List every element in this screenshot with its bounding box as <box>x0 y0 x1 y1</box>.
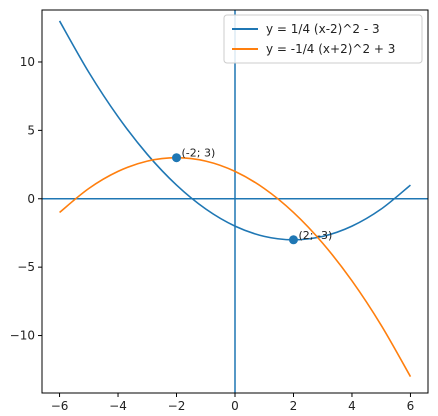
x-tick-label: 4 <box>348 399 356 413</box>
axis-lines <box>42 10 428 393</box>
point-marker-2 <box>288 235 298 245</box>
legend-label-2: y = -1/4 (x+2)^2 + 3 <box>266 42 395 56</box>
y-tick-label: 0 <box>27 192 35 206</box>
series-line-1 <box>58 20 411 241</box>
series-layer <box>58 20 412 377</box>
legend-label-1: y = 1/4 (x-2)^2 - 3 <box>266 22 380 36</box>
point-label-1: (-2; 3) <box>182 147 216 160</box>
points-layer: (-2; 3) (2; -3) <box>172 147 332 245</box>
y-tick-label: −5 <box>17 260 35 274</box>
y-tick-label: −10 <box>10 329 35 343</box>
legend: y = 1/4 (x-2)^2 - 3 y = -1/4 (x+2)^2 + 3 <box>223 14 423 64</box>
x-tick-label: 0 <box>231 399 239 413</box>
y-axis-ticks: 10 5 0 −5 −10 <box>10 55 42 343</box>
x-tick-label: −6 <box>51 399 69 413</box>
x-tick-label: 6 <box>407 399 415 413</box>
x-tick-label: −2 <box>168 399 186 413</box>
x-tick-label: −4 <box>109 399 127 413</box>
x-tick-label: 2 <box>290 399 298 413</box>
y-tick-label: 5 <box>27 123 35 137</box>
series-line-2 <box>59 156 412 377</box>
y-tick-label: 10 <box>20 55 35 69</box>
x-axis-ticks: −6 −4 −2 0 2 4 6 <box>51 393 415 413</box>
legend-box <box>223 14 423 64</box>
point-marker-1 <box>172 153 182 163</box>
point-label-2: (2; -3) <box>298 229 332 242</box>
